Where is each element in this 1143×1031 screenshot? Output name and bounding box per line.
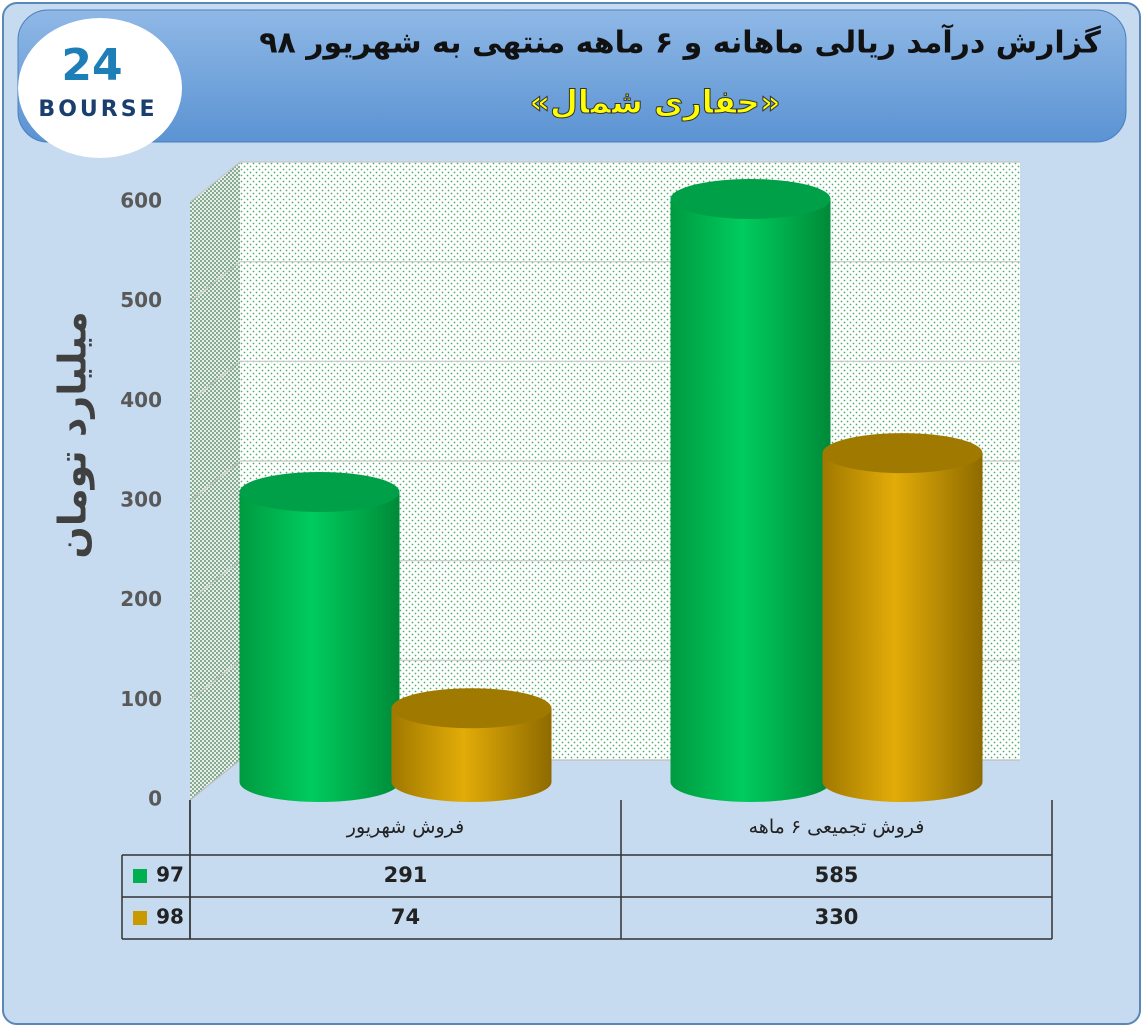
category-label: فروش شهریور (346, 816, 464, 838)
grid-line (189, 261, 241, 303)
y-tick-label: 0 (148, 787, 162, 811)
legend-label: 98 (156, 905, 184, 929)
legend-swatch (133, 911, 147, 925)
bar (670, 198, 831, 803)
chart-title: گزارش درآمد ریالی ماهانه و ۶ ماهه منتهی … (259, 24, 1101, 61)
logo-bg (18, 18, 182, 158)
grid-line (189, 161, 241, 203)
table-value: 291 (384, 863, 428, 887)
grid-line (189, 659, 241, 701)
legend-swatch (133, 869, 147, 883)
y-tick-label: 300 (120, 488, 162, 512)
bar-top (822, 433, 983, 474)
grid-line (189, 460, 241, 502)
y-tick-label: 400 (120, 388, 162, 412)
y-tick-label: 100 (120, 687, 162, 711)
table-value: 74 (391, 905, 420, 929)
table-value: 585 (815, 863, 859, 887)
bar (391, 708, 552, 803)
logo-text: BOURSE (38, 97, 157, 122)
y-tick-label: 500 (120, 288, 162, 312)
y-axis-label: میلیارد تومان (51, 311, 95, 558)
header (17, 9, 1127, 143)
grid-line (189, 360, 241, 402)
y-tick-label: 600 (120, 189, 162, 213)
bar-top (391, 688, 552, 729)
y-tick-label: 200 (120, 587, 162, 611)
grid-line (189, 560, 241, 602)
bar (822, 453, 983, 803)
bar-top (239, 471, 400, 512)
logo-number: 24 (61, 40, 122, 91)
table-value: 330 (815, 905, 859, 929)
floor-edge (189, 759, 241, 801)
chart-subtitle: «حفاری شمال» (529, 83, 780, 121)
bar (239, 491, 400, 803)
legend-label: 97 (156, 863, 184, 887)
bar-top (670, 178, 831, 219)
category-label: فروش تجمیعی ۶ ماهه (749, 816, 925, 838)
